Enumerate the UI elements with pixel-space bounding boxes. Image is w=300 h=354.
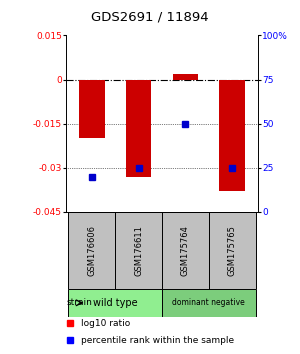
Text: GSM175765: GSM175765 [228, 225, 237, 276]
Bar [172, 74, 198, 80]
Text: GSM175764: GSM175764 [181, 225, 190, 276]
Bar [115, 212, 162, 289]
Text: GDS2691 / 11894: GDS2691 / 11894 [91, 10, 209, 23]
Text: strain: strain [67, 298, 92, 307]
Bar [79, 80, 105, 138]
Text: GSM176611: GSM176611 [134, 225, 143, 276]
Bar [219, 80, 245, 191]
Bar [68, 289, 162, 316]
Text: log10 ratio: log10 ratio [81, 319, 130, 328]
Bar [126, 80, 152, 177]
Text: percentile rank within the sample: percentile rank within the sample [81, 336, 235, 345]
Text: dominant negative: dominant negative [172, 298, 245, 307]
Text: GSM176606: GSM176606 [87, 225, 96, 276]
Bar [209, 212, 256, 289]
Bar [68, 212, 115, 289]
Bar [162, 212, 209, 289]
Bar [162, 289, 256, 316]
Text: wild type: wild type [93, 298, 137, 308]
